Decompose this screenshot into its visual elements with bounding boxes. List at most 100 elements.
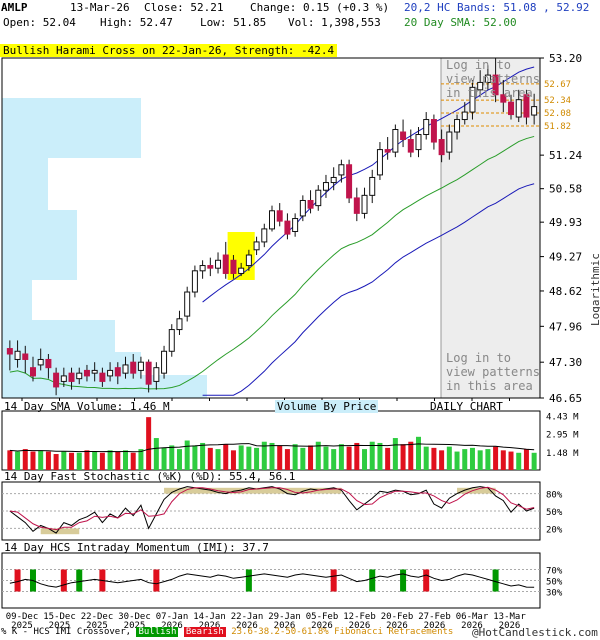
- date-tick-label: 15-Dec: [43, 612, 76, 622]
- candle-body: [338, 164, 345, 176]
- volume-bar: [61, 451, 67, 470]
- candle: [392, 124, 399, 158]
- overbought-shade: [164, 487, 342, 494]
- candle-body: [269, 210, 275, 230]
- candle-body: [292, 218, 299, 233]
- date-tick-label: 2026: [311, 621, 333, 631]
- candle: [137, 356, 144, 379]
- date-tick-label: 05-Feb: [306, 612, 339, 622]
- candle-body: [423, 119, 430, 136]
- candle-body: [461, 111, 468, 121]
- imi-tick-label: 30%: [546, 589, 563, 599]
- candle-body: [114, 367, 121, 377]
- candle-body: [22, 353, 29, 360]
- candle-body: [191, 270, 198, 293]
- candle-body: [184, 291, 191, 317]
- candle-body: [500, 94, 507, 103]
- candle-body: [284, 220, 291, 235]
- candle-body: [238, 267, 245, 274]
- oversold-shade: [40, 528, 80, 535]
- volume-bar: [408, 441, 414, 470]
- brand-watermark[interactable]: @HotCandlestick.com: [472, 626, 598, 639]
- candle-body: [29, 367, 36, 377]
- candle-body: [346, 164, 353, 199]
- volume-bar: [184, 440, 190, 470]
- candle-body: [161, 350, 168, 374]
- volume-bar: [223, 444, 229, 470]
- stochastic-k-line: [9, 486, 535, 534]
- candle: [361, 187, 368, 219]
- candle: [29, 356, 36, 382]
- candle: [130, 353, 137, 379]
- candle-body: [53, 372, 60, 388]
- candle: [276, 203, 283, 227]
- quote-date: 13-Mar-26: [70, 1, 130, 14]
- low-value: Low: 51.85: [200, 16, 267, 29]
- volume-bar: [261, 441, 267, 470]
- volume-bar: [338, 444, 344, 470]
- bullish-badge: Bullish: [136, 627, 179, 637]
- candle-body: [446, 131, 453, 153]
- candle-body: [477, 81, 484, 91]
- date-tick-label: 2026: [274, 621, 296, 631]
- candle-body: [523, 94, 530, 118]
- volume-bar: [439, 450, 445, 470]
- candle: [230, 255, 237, 279]
- candle: [523, 89, 530, 125]
- candle-body: [307, 199, 314, 209]
- login-line: view patterns: [446, 365, 540, 379]
- candle-body: [315, 189, 322, 207]
- candle: [269, 205, 275, 232]
- candle-body: [145, 361, 152, 385]
- bearish-signal-bar: [423, 569, 430, 592]
- date-tick-label: 2026: [424, 621, 446, 631]
- volume-bar: [130, 452, 136, 470]
- candle: [145, 359, 152, 393]
- login-overlay-top[interactable]: Log in to view patterns in this area: [446, 58, 540, 100]
- date-tick-label: 14-Jan: [193, 612, 226, 622]
- volume-bar: [238, 445, 244, 470]
- volume-bar: [331, 449, 337, 470]
- volume-bar: [477, 450, 483, 470]
- candle: [307, 190, 314, 214]
- candle: [508, 94, 515, 120]
- stochastic-tick-label: 50%: [546, 508, 563, 518]
- candle-body: [91, 369, 98, 374]
- price-tick-label: 51.24: [549, 149, 582, 162]
- price-frame: [1, 57, 541, 399]
- candle: [469, 79, 476, 120]
- date-tick-label: 06-Mar: [456, 612, 489, 622]
- login-overlay-bottom[interactable]: Log in to view patterns in this area: [446, 351, 540, 393]
- date-tick-label: 2026: [499, 621, 521, 631]
- candle: [238, 262, 245, 277]
- candle: [153, 362, 160, 390]
- candle: [91, 362, 98, 382]
- volume-bar: [523, 449, 529, 470]
- candle: [315, 185, 322, 211]
- date-tick-label: 07-Jan: [156, 612, 189, 622]
- candle-body: [168, 329, 175, 352]
- candle: [83, 364, 90, 382]
- sma20-line: [9, 135, 535, 390]
- candle: [168, 324, 175, 357]
- volume-bar: [377, 442, 383, 470]
- volume-bar: [76, 452, 82, 470]
- candle-body: [415, 134, 422, 151]
- volume-bar: [346, 446, 352, 470]
- candle: [60, 367, 67, 387]
- candle: [99, 367, 106, 387]
- candle-body: [369, 176, 376, 196]
- stochastic-tick-label: 80%: [546, 491, 563, 501]
- volume-bar: [446, 446, 452, 470]
- bullish-signal-bar: [369, 569, 376, 592]
- vbp-bar: [2, 210, 77, 250]
- candle-body: [45, 358, 52, 369]
- login-line: Log in to: [446, 351, 512, 365]
- price-tick-label: 47.96: [549, 320, 582, 333]
- volume-bar: [146, 417, 152, 470]
- candle: [500, 79, 507, 113]
- candle: [461, 102, 468, 125]
- date-tick-label: 2026: [236, 621, 258, 631]
- candle-body: [83, 369, 90, 377]
